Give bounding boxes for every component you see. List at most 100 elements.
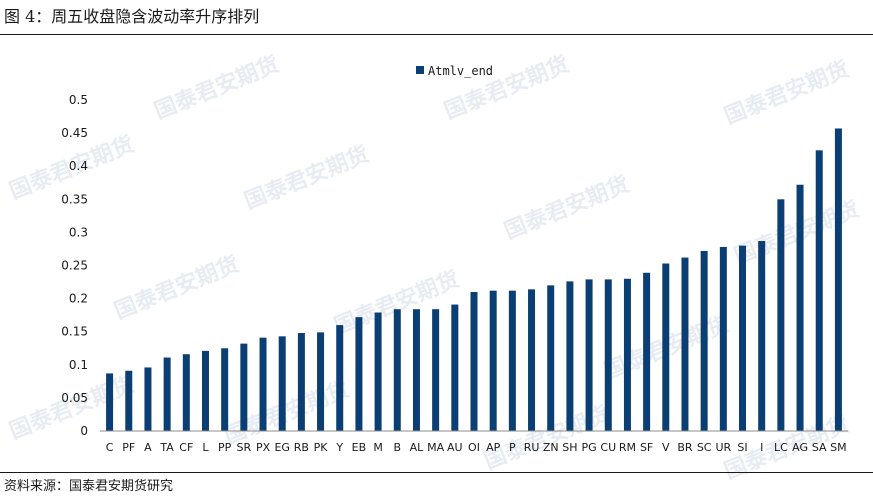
x-tick-label: AG bbox=[792, 441, 808, 454]
y-tick-label: 0.15 bbox=[61, 325, 88, 339]
x-tick-label: PK bbox=[314, 441, 329, 454]
y-axis: 0 0.05 0.1 0.15 0.2 0.25 0.3 0.35 0.4 0.45 0.5 bbox=[61, 93, 88, 438]
x-tick-label: MA bbox=[427, 441, 444, 454]
bar-zn bbox=[547, 285, 555, 431]
x-tick-label: Y bbox=[335, 441, 343, 454]
bar-cu bbox=[604, 279, 612, 431]
y-tick-label: 0.1 bbox=[69, 358, 88, 372]
x-tick-label: SH bbox=[562, 441, 577, 454]
x-tick-label: AU bbox=[447, 441, 463, 454]
bar-ma bbox=[432, 309, 440, 431]
legend-swatch bbox=[416, 66, 424, 74]
y-tick-label: 0.5 bbox=[69, 93, 88, 107]
x-tick-label: M bbox=[373, 441, 383, 454]
x-tick-label: SA bbox=[812, 441, 827, 454]
x-tick-label: SI bbox=[737, 441, 747, 454]
bar-au bbox=[451, 304, 459, 431]
bar-l bbox=[201, 350, 209, 431]
bar-sh bbox=[566, 281, 574, 431]
bar-lc bbox=[777, 199, 785, 431]
x-tick-label: RU bbox=[524, 441, 540, 454]
x-tick-label: LC bbox=[774, 441, 788, 454]
x-tick-label: A bbox=[144, 441, 152, 454]
y-tick-label: 0.2 bbox=[69, 292, 88, 306]
x-tick-label: SR bbox=[237, 441, 252, 454]
y-tick-label: 0.05 bbox=[61, 391, 88, 405]
bar-p bbox=[508, 290, 516, 431]
bar-i bbox=[758, 241, 766, 431]
x-tick-label: PP bbox=[218, 441, 232, 454]
bar-eg bbox=[278, 336, 286, 431]
bar-chart: Atmlv_end 00.050.10.150.20.250.30.350.40… bbox=[61, 64, 848, 454]
bar-cf bbox=[182, 354, 190, 431]
bar-ag bbox=[796, 184, 804, 431]
y-tick-label: 0.25 bbox=[61, 259, 88, 273]
x-tick-label: EG bbox=[274, 441, 289, 454]
x-tick-label: CU bbox=[600, 441, 616, 454]
y-tick-label: 0.35 bbox=[61, 192, 88, 206]
bar-ru bbox=[528, 289, 536, 431]
x-tick-label: C bbox=[106, 441, 114, 454]
bar-si bbox=[739, 245, 747, 431]
bar-ta bbox=[163, 357, 171, 431]
bar-rm bbox=[623, 278, 631, 431]
x-tick-label: EB bbox=[352, 441, 367, 454]
x-tick-label: UR bbox=[715, 441, 731, 454]
x-tick-label: RB bbox=[294, 441, 309, 454]
legend-label: Atmlv_end bbox=[428, 64, 493, 78]
x-tick-label: SC bbox=[697, 441, 712, 454]
x-tick-label: ZN bbox=[543, 441, 559, 454]
bar-a bbox=[144, 367, 152, 431]
bar-pf bbox=[125, 370, 133, 431]
x-tick-label: RM bbox=[619, 441, 636, 454]
bar-al bbox=[412, 309, 420, 431]
bar-pk bbox=[317, 332, 325, 431]
y-tick-label: 0.4 bbox=[69, 159, 88, 173]
bar-sr bbox=[240, 343, 248, 431]
x-tick-label: AL bbox=[410, 441, 425, 454]
y-tick-label: 0.3 bbox=[69, 225, 88, 239]
bar-ap bbox=[489, 290, 497, 431]
bar-sa bbox=[815, 150, 823, 431]
chart-legend: Atmlv_end bbox=[416, 64, 493, 78]
x-tick-label: PF bbox=[122, 441, 135, 454]
bar-oi bbox=[470, 291, 478, 431]
x-tick-label: BR bbox=[677, 441, 693, 454]
x-tick-label: TA bbox=[159, 441, 174, 454]
source-note: 资料来源：国泰君安期货研究 bbox=[4, 479, 174, 494]
x-axis: C PF A TA CF L PP SR PX EG RB PK Y EB M B AL MA AU OI AP P RU Z… bbox=[100, 430, 848, 454]
x-tick-label: PG bbox=[581, 441, 596, 454]
y-tick-label: 0 bbox=[80, 424, 88, 438]
bar-br bbox=[681, 257, 689, 431]
bar-m bbox=[374, 312, 382, 431]
x-tick-label: B bbox=[394, 441, 402, 454]
y-tick-label: 0.45 bbox=[61, 126, 88, 140]
bar-c bbox=[106, 373, 114, 431]
x-tick-label: OI bbox=[468, 441, 480, 454]
bar-sc bbox=[700, 250, 708, 431]
x-tick-label: SF bbox=[640, 441, 653, 454]
x-tick-label: CF bbox=[179, 441, 193, 454]
bar-rb bbox=[297, 333, 305, 431]
bar-sf bbox=[643, 272, 651, 431]
x-tick-label: AP bbox=[486, 441, 501, 454]
x-tick-label: I bbox=[760, 441, 763, 454]
bar-sm bbox=[834, 128, 842, 431]
title-divider bbox=[0, 34, 873, 35]
bar-b bbox=[393, 309, 401, 431]
bar-px bbox=[259, 337, 267, 431]
bar-pp bbox=[221, 348, 229, 431]
bar-series bbox=[106, 128, 842, 431]
x-tick-label: PX bbox=[256, 441, 271, 454]
x-tick-label: L bbox=[202, 441, 209, 454]
x-tick-label: P bbox=[509, 441, 516, 454]
bar-y bbox=[336, 325, 344, 431]
bar-pg bbox=[585, 279, 593, 431]
bar-eb bbox=[355, 317, 363, 431]
bar-v bbox=[662, 263, 670, 431]
x-tick-label: V bbox=[662, 441, 670, 454]
bar-ur bbox=[719, 246, 727, 431]
source-divider bbox=[0, 472, 873, 473]
figure-title: 图 4：周五收盘隐含波动率升序排列 bbox=[4, 7, 260, 26]
x-tick-label: SM bbox=[830, 441, 846, 454]
